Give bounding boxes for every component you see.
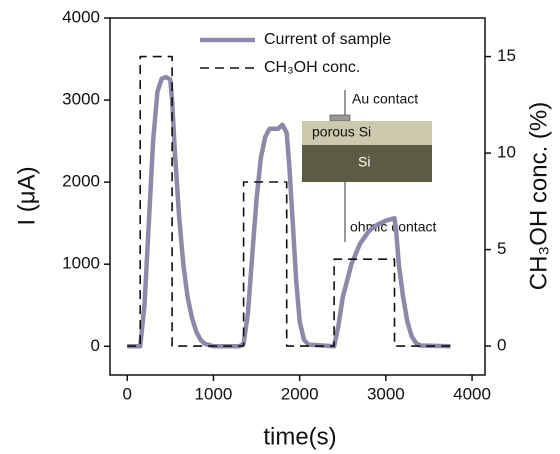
annotation: porous Si — [312, 124, 371, 140]
porous-si-layer — [302, 121, 432, 145]
y-tick-label: 1000 — [62, 254, 100, 273]
y-tick-label: 2000 — [62, 172, 100, 191]
annotation: Au contact — [352, 91, 418, 107]
y2-tick-label: 5 — [497, 239, 506, 258]
au-pad — [329, 114, 351, 122]
x-tick-label: 0 — [123, 384, 132, 403]
x-tick-label: 3000 — [367, 384, 405, 403]
y-axis-label: I (μA) — [13, 166, 40, 225]
y2-tick-label: 10 — [497, 143, 516, 162]
x-tick-label: 1000 — [195, 384, 233, 403]
y-tick-label: 0 — [91, 336, 100, 355]
series-line — [127, 55, 451, 347]
y-tick-label: 3000 — [62, 90, 100, 109]
plot-frame — [109, 17, 486, 376]
legend-label: CH₃OH conc. — [264, 59, 360, 76]
y-tick-label: 4000 — [62, 7, 100, 26]
x-tick-label: 2000 — [281, 384, 319, 403]
series-line — [127, 74, 451, 349]
y2-axis-label: CH₃OH conc. (%) — [525, 102, 552, 290]
legend-label: Current of sample — [264, 31, 391, 48]
inset-diagram: Au contact porous Si Si ohmic contact — [302, 90, 436, 242]
y2-tick-label: 15 — [497, 46, 516, 65]
x-tick-label: 4000 — [453, 384, 491, 403]
x-axis-label: time(s) — [263, 423, 336, 450]
annotation: Si — [358, 154, 370, 170]
si-layer — [302, 145, 432, 182]
y2-tick-label: 0 — [497, 336, 506, 355]
